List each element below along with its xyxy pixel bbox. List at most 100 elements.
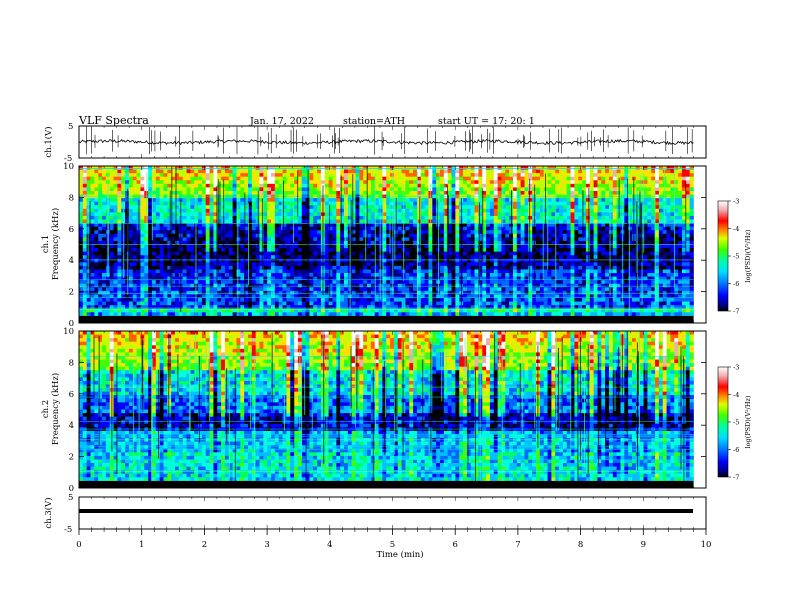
spectrogram-cell: [82, 198, 88, 203]
spectrogram-cell: [217, 223, 222, 228]
spectrogram-cell: [190, 176, 195, 181]
spectrogram-cell: [397, 248, 402, 252]
spectrogram-cell: [313, 244, 318, 249]
spectrogram-cell: [393, 180, 399, 185]
spectrogram-cell: [378, 187, 383, 192]
spectrogram-cell: [528, 233, 533, 238]
spectrogram-cell: [670, 198, 675, 203]
spectrogram-cell: [155, 169, 160, 174]
spectrogram-cell: [240, 219, 245, 224]
spectrogram-cell: [455, 190, 460, 195]
spectrogram-cell: [370, 269, 376, 274]
spectrogram-cell: [455, 205, 460, 210]
spectrogram-cell: [463, 212, 468, 217]
spectrogram-cell: [582, 194, 587, 199]
spectrogram-cell: [416, 201, 422, 206]
spectrogram-cell: [182, 169, 187, 174]
spectrogram-cell: [605, 258, 610, 263]
spectrogram-cell: [109, 173, 114, 178]
spectrogram-cell: [213, 258, 218, 263]
spectrogram-cell: [578, 262, 583, 267]
spectrogram-cell: [566, 240, 571, 245]
spectrogram-cell: [313, 169, 318, 174]
spectrogram-cell: [616, 255, 621, 260]
spectrogram-cell: [635, 215, 641, 220]
spectrogram-cell: [340, 183, 345, 188]
spectrogram-cell: [451, 240, 456, 245]
spectrogram-cell: [486, 180, 491, 185]
spectrogram-cell: [528, 248, 533, 252]
spectrogram-cell: [678, 265, 683, 270]
spectrogram-cell: [186, 226, 191, 231]
spectrogram-cell: [286, 251, 291, 256]
spectrogram-cell: [605, 212, 610, 217]
spectrogram-cell: [628, 194, 633, 199]
spectrogram-cell: [378, 269, 383, 274]
spectrogram-cell: [451, 215, 456, 220]
spectrogram-cell: [117, 215, 122, 220]
spectrogram-cell: [332, 208, 337, 213]
spectrogram-cell: [493, 208, 498, 213]
spectrogram-cell: [528, 212, 533, 217]
spectrogram-cell: [236, 223, 241, 228]
spectrogram-cell: [413, 233, 418, 238]
spectrogram-cell: [486, 226, 491, 231]
spectrogram-cell: [570, 240, 575, 245]
spectrogram-cell: [443, 166, 449, 170]
spectrogram-cell: [340, 273, 345, 277]
spectrogram-cell: [128, 262, 134, 267]
spectrogram-cell: [378, 244, 383, 249]
spectrogram-cell: [655, 265, 660, 270]
spectrogram-cell: [386, 176, 391, 181]
spectrogram-cell: [336, 201, 341, 206]
spectrogram-cell: [355, 187, 360, 192]
spectrogram-cell: [497, 169, 502, 174]
spectrogram-cell: [574, 201, 579, 206]
spectrogram-cell: [113, 180, 118, 185]
spectrogram-cell: [144, 244, 149, 249]
spectrogram-cell: [90, 194, 95, 199]
spectrogram-cell: [647, 205, 652, 210]
spectrogram-cell: [628, 226, 633, 231]
spectrogram-cell: [397, 273, 402, 277]
spectrogram-cell: [155, 273, 160, 277]
spectrogram-cell: [255, 262, 260, 267]
spectrogram-cell: [390, 201, 395, 206]
spectrogram-cell: [117, 233, 122, 238]
spectrogram-cell: [201, 166, 207, 170]
spectrogram-cell: [628, 248, 633, 252]
date-label: Jan. 17, 2022: [249, 116, 314, 127]
spectrogram-cell: [539, 176, 545, 181]
spectrogram-cell: [324, 176, 329, 181]
spectrogram-cell: [397, 240, 402, 245]
spectrogram-cell: [574, 198, 579, 203]
spectrogram-cell: [290, 240, 295, 245]
spectrogram-cell: [370, 255, 376, 260]
spectrogram-cell: [616, 240, 621, 245]
spectrogram-cell: [589, 205, 594, 210]
spectrogram-cell: [474, 187, 479, 192]
spectrogram-cell: [125, 273, 130, 277]
spectrogram-cell: [79, 230, 84, 235]
spectrogram-cell: [628, 176, 633, 181]
spectrogram-cell: [474, 166, 479, 170]
spectrogram-cell: [670, 240, 675, 245]
spectrogram-cell: [428, 237, 433, 242]
spectrogram-cell: [240, 226, 245, 231]
spectrogram-cell: [612, 194, 617, 199]
spectrogram-cell: [117, 265, 122, 270]
spectrogram-cell: [516, 237, 521, 242]
spectrogram-cell: [209, 190, 214, 195]
spectrogram-cell: [224, 187, 230, 192]
spectrogram-cell: [251, 273, 257, 277]
spectrogram-cell: [370, 219, 376, 224]
spectrogram-cell: [516, 215, 521, 220]
spectrogram-cell: [420, 219, 425, 224]
spectrogram-cell: [278, 219, 283, 224]
spectrogram-cell: [332, 183, 337, 188]
spectrogram-cell: [474, 173, 479, 178]
spectrogram-cell: [451, 258, 456, 263]
spectrogram-cell: [470, 201, 475, 206]
spectrogram-cell: [547, 173, 552, 178]
spectrogram-cell: [562, 169, 568, 174]
